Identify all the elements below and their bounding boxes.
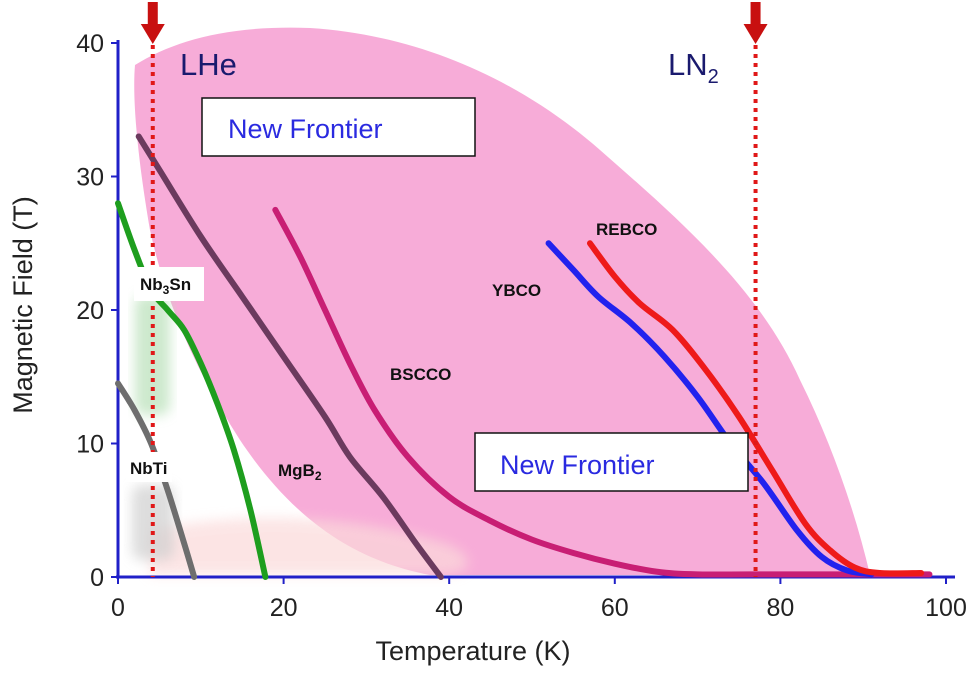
low-field-region (150, 518, 469, 575)
ln2-arrow-shaft (750, 2, 761, 28)
frontier-label-text: New Frontier (228, 114, 383, 144)
y-axis-title: Magnetic Field (T) (8, 196, 38, 414)
nb3sn-label: Nb3Sn (134, 267, 204, 301)
x-tick-label: 60 (601, 594, 629, 622)
ln2-label: LN2 (668, 47, 719, 88)
y-tick-label: 20 (76, 297, 104, 325)
y-tick-label: 40 (76, 30, 104, 58)
ybco-label: YBCO (492, 281, 541, 300)
y-tick-label: 30 (76, 164, 104, 192)
lhe-arrow-shaft (147, 2, 158, 28)
frontier-label-text: New Frontier (500, 450, 655, 480)
frontier-label-top: New Frontier (201, 97, 476, 157)
x-tick-label: 40 (435, 594, 463, 622)
y-tick-label: 10 (76, 431, 104, 459)
y-tick-label: 0 (90, 564, 104, 592)
rebco-label: REBCO (596, 220, 657, 239)
x-tick-label: 80 (766, 594, 794, 622)
bscco-label: BSCCO (390, 365, 451, 384)
ln2-arrow-head (743, 24, 768, 44)
axis-ticks: 0 20 40 60 80 100 0 10 20 30 40 (76, 30, 967, 622)
lhe-arrow-head (140, 24, 165, 44)
ln2-arrow-icon (743, 2, 768, 44)
lhe-label: LHe (180, 47, 237, 82)
mgb2-label: MgB2 (278, 461, 322, 483)
ybco-curve (545, 240, 875, 578)
x-axis-title: Temperature (K) (375, 636, 570, 666)
frontier-label-box (474, 432, 749, 492)
nb3sn-label-text: Nb3Sn (140, 275, 191, 297)
bscco-curve (272, 206, 933, 578)
curves (115, 133, 933, 580)
frontier-label-bottom: New Frontier (474, 432, 749, 492)
nbti-label-bg (126, 452, 172, 482)
frontier-label-box (201, 97, 476, 157)
nbti-label-text: NbTi (130, 459, 167, 478)
lhe-arrow-icon (140, 2, 165, 44)
x-tick-label: 0 (111, 594, 125, 622)
nb3sn-label-bg (134, 267, 204, 301)
mgb2-curve (135, 133, 444, 580)
x-tick-label: 20 (270, 594, 298, 622)
nbti-label: NbTi (126, 452, 172, 482)
reference-lines (140, 2, 768, 577)
x-tick-label: 100 (925, 594, 967, 622)
